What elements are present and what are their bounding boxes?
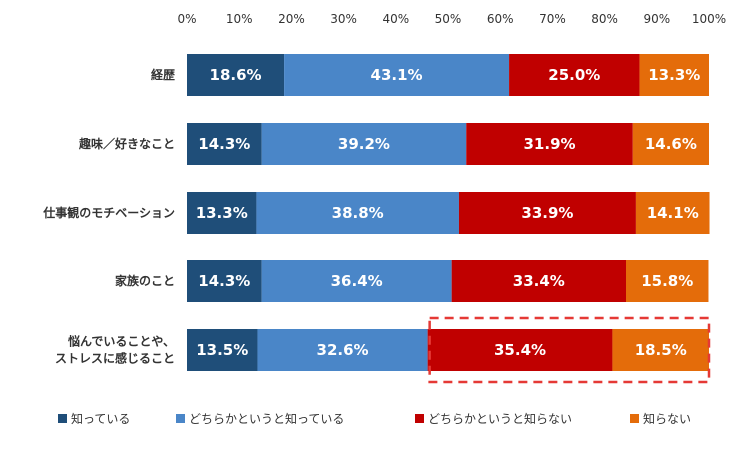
data-label: 32.6% [317,341,369,359]
highlight-box [428,316,711,384]
x-tick-label: 90% [643,12,670,26]
x-tick-label: 40% [382,12,409,26]
data-label: 13.5% [196,341,248,359]
bar-segment [257,329,428,371]
legend-swatch [58,414,67,423]
highlight-dashed-box [428,316,711,384]
x-tick-label: 100% [692,12,726,26]
x-tick-label: 70% [539,12,566,26]
x-tick-label: 0% [177,12,196,26]
data-label: 35.4% [494,341,546,359]
category-label: 家族のこと [115,273,175,288]
data-label: 33.4% [513,272,565,290]
category-labels: 経歴趣味／好きなこと仕事観のモチベーション家族のこと悩んでいることや、ストレスに… [42,67,175,366]
legend-label: どちらかというと知らない [428,412,572,426]
category-label: 仕事観のモチベーション [42,205,175,220]
data-label: 15.8% [641,272,693,290]
legend-swatch [415,414,424,423]
data-label: 14.1% [647,204,699,222]
x-tick-label: 20% [278,12,305,26]
bar-segment [458,192,636,234]
bar-segment [626,260,709,302]
data-label: 38.8% [332,204,384,222]
x-tick-label: 50% [435,12,462,26]
bar-segment [187,329,258,371]
legend-swatch [630,414,639,423]
legend-label: どちらかというと知っている [189,412,344,426]
bar-segment [427,329,613,371]
bar-segment [639,54,709,96]
bar-segment [635,192,710,234]
bar-segment [261,123,467,165]
bar-segment [509,54,640,96]
data-label: 36.4% [331,272,383,290]
bar-segment [612,329,709,371]
data-label: 14.3% [198,272,250,290]
bar-segment [187,54,285,96]
x-tick-label: 10% [226,12,253,26]
data-label: 39.2% [338,135,390,153]
category-label: 趣味／好きなこと [78,136,175,151]
legend-label: 知っている [71,412,130,426]
x-tick-label: 30% [330,12,357,26]
bar-segment [261,260,452,302]
data-label: 14.3% [198,135,250,153]
data-label: 13.3% [196,204,248,222]
legend-swatch [176,414,185,423]
data-label: 14.6% [645,135,697,153]
category-label: 経歴 [151,67,175,82]
x-axis-ticks: 0% 10% 20% 30% 40% 50% 60% 70% 80% 90% 100% [177,12,726,26]
value-labels: 18.6% 43.1% 25.0% 13.3% 14.3% 39.2% 31.9% 14.6%… [196,66,701,359]
x-tick-label: 60% [487,12,514,26]
data-label: 31.9% [524,135,576,153]
bar-segment [187,123,262,165]
bar-segment [451,260,627,302]
bar-segment [284,54,510,96]
data-label: 25.0% [548,66,600,84]
bar-segment [632,123,709,165]
legend: 知っている どちらかというと知っている どちらかというと知らない 知らない [58,412,691,426]
data-label: 18.5% [635,341,687,359]
bar-segment [256,192,459,234]
bar-segment [187,192,257,234]
bar-segment [466,123,633,165]
x-tick-label: 80% [591,12,618,26]
category-label: 悩んでいることや、 [67,334,175,349]
bar-segment [187,260,262,302]
category-label: ストレスに感じること [55,351,175,366]
bars [187,54,710,371]
data-label: 43.1% [371,66,423,84]
data-label: 33.9% [521,204,573,222]
data-label: 18.6% [210,66,262,84]
legend-label: 知らない [643,412,691,426]
data-label: 13.3% [648,66,700,84]
